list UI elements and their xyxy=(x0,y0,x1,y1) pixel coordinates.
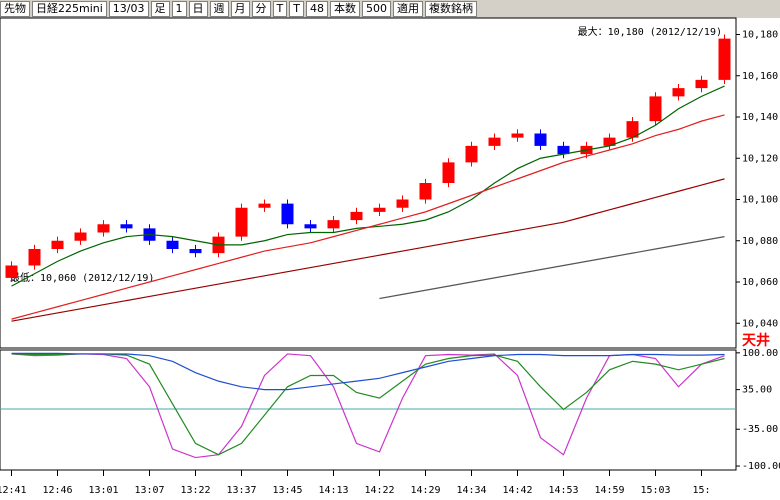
osc-panel xyxy=(0,349,737,471)
x-tick-label: 13:37 xyxy=(226,485,256,496)
x-tick-label: 14:22 xyxy=(364,485,394,496)
min-label: 最低：10,060 (2012/12/19) xyxy=(10,271,154,284)
x-tick-label: 14:59 xyxy=(594,485,624,496)
candle-body xyxy=(442,162,455,183)
candle-body xyxy=(120,224,133,229)
toolbar-item[interactable]: 500 xyxy=(361,1,391,17)
candle-body xyxy=(718,38,731,80)
candle-body xyxy=(695,79,708,89)
y-tick-label: 10,060 xyxy=(742,277,778,288)
indicator-line xyxy=(11,353,725,456)
y-tick-label: 10,180 xyxy=(742,30,778,41)
toolbar-item[interactable]: T xyxy=(289,1,304,17)
x-tick-label: 13:45 xyxy=(272,485,302,496)
x-tick-label: 14:42 xyxy=(502,485,532,496)
candle-body xyxy=(327,220,340,229)
toolbar-item[interactable]: T xyxy=(272,1,288,17)
candle-body xyxy=(97,224,110,233)
candle-body xyxy=(304,224,317,229)
candle-body xyxy=(189,249,202,254)
candle-body xyxy=(258,203,271,208)
x-tick-label: 14:53 xyxy=(548,485,578,496)
y-tick-label: 10,120 xyxy=(742,153,778,164)
toolbar-item[interactable]: 足 xyxy=(150,1,170,17)
y-tick-label: 10,140 xyxy=(742,112,778,123)
candle-body xyxy=(396,199,409,208)
x-tick-label: 12:46 xyxy=(42,485,72,496)
candle-body xyxy=(649,96,662,122)
toolbar-item[interactable]: 1 xyxy=(171,1,187,17)
toolbar-item[interactable]: 週 xyxy=(209,1,229,17)
x-tick-label: 15:03 xyxy=(640,485,670,496)
candle-body xyxy=(511,133,524,138)
toolbar-item[interactable]: 適用 xyxy=(392,1,423,17)
candle-body xyxy=(166,240,179,249)
toolbar-item[interactable]: 分 xyxy=(251,1,271,17)
y-tick-label: 35.00 xyxy=(742,385,772,396)
toolbar: 先物 日経225mini 13/03 足 1 日週月分 T T 48 本数 500 適用 複数銘柄 xyxy=(0,0,780,18)
candle-body xyxy=(281,203,294,225)
y-tick-label: 100.00 xyxy=(742,348,778,359)
candle-body xyxy=(465,145,478,163)
y-tick-label: -100.00 xyxy=(742,461,780,472)
x-tick-label: 12:41 xyxy=(0,485,27,496)
toolbar-item[interactable]: 本数 xyxy=(329,1,360,17)
indicator-line xyxy=(11,353,725,459)
indicator-line xyxy=(379,236,725,300)
y-tick-label: 10,040 xyxy=(742,318,778,329)
candle-body xyxy=(557,145,570,155)
candle-body xyxy=(28,249,41,266)
candle-body xyxy=(603,137,616,146)
candle-body xyxy=(74,232,87,241)
x-tick-label: 13:22 xyxy=(180,485,210,496)
y-tick-label: 10,160 xyxy=(742,71,778,82)
toolbar-item[interactable]: 48 xyxy=(305,1,328,17)
candle-body xyxy=(235,207,248,237)
indicator-line xyxy=(11,114,725,320)
candle-body xyxy=(419,183,432,200)
candle-body xyxy=(488,137,501,146)
candle-body xyxy=(5,265,18,278)
candle-body xyxy=(350,211,363,221)
x-tick-label: 14:13 xyxy=(318,485,348,496)
indicator-line xyxy=(11,352,725,391)
x-tick-label: 13:01 xyxy=(88,485,118,496)
toolbar-item[interactable]: 日 xyxy=(188,1,208,17)
y-tick-label: 10,080 xyxy=(742,236,778,247)
x-tick-label: 14:34 xyxy=(456,485,486,496)
max-label: 最大：10,180 (2012/12/19) xyxy=(578,25,722,38)
x-tick-label: 15: xyxy=(692,485,710,496)
x-tick-label: 13:07 xyxy=(134,485,164,496)
x-tick-label: 14:29 xyxy=(410,485,440,496)
candle-body xyxy=(672,88,685,97)
toolbar-item[interactable]: 月 xyxy=(230,1,250,17)
toolbar-item[interactable]: 日経225mini xyxy=(32,1,107,17)
candle-body xyxy=(51,240,64,249)
toolbar-item[interactable]: 13/03 xyxy=(108,1,149,17)
candle-body xyxy=(534,133,547,146)
toolbar-item[interactable]: 複数銘柄 xyxy=(424,1,477,17)
toolbar-item[interactable]: 先物 xyxy=(0,1,30,17)
candle-body xyxy=(626,121,639,138)
y-tick-label: -35.00 xyxy=(742,424,778,435)
y-tick-label: 10,100 xyxy=(742,195,778,206)
price-panel xyxy=(0,17,737,349)
ceiling-label: 天井 xyxy=(742,332,770,349)
indicator-line xyxy=(11,178,725,322)
candle-body xyxy=(373,207,386,212)
